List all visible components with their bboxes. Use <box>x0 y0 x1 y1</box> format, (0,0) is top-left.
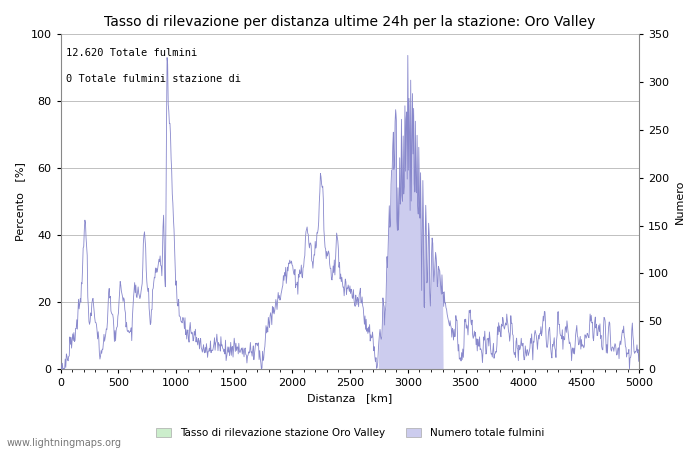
Title: Tasso di rilevazione per distanza ultime 24h per la stazione: Oro Valley: Tasso di rilevazione per distanza ultime… <box>104 15 596 29</box>
Text: www.lightningmaps.org: www.lightningmaps.org <box>7 438 122 448</box>
Legend: Tasso di rilevazione stazione Oro Valley, Numero totale fulmini: Tasso di rilevazione stazione Oro Valley… <box>152 424 548 442</box>
Y-axis label: Numero: Numero <box>675 180 685 224</box>
Y-axis label: Percento   [%]: Percento [%] <box>15 162 25 241</box>
X-axis label: Distanza   [km]: Distanza [km] <box>307 393 393 404</box>
Text: 0 Totale fulmini stazione di: 0 Totale fulmini stazione di <box>66 75 241 85</box>
Text: 12.620 Totale fulmini: 12.620 Totale fulmini <box>66 48 197 58</box>
